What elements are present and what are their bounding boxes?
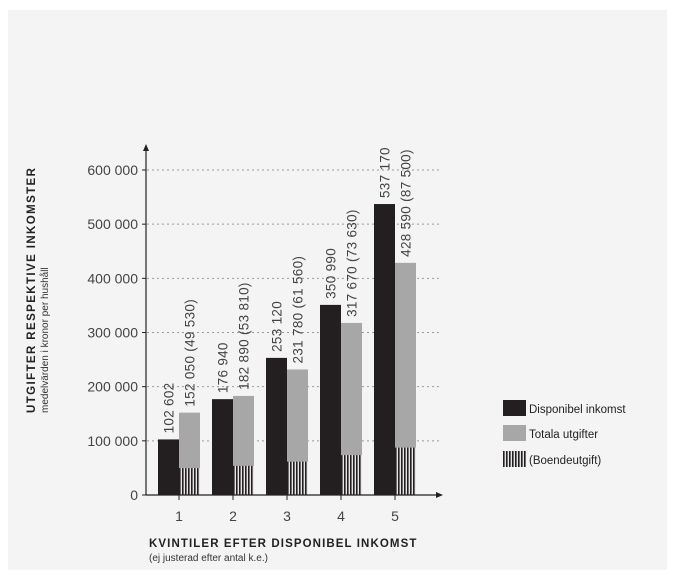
bar-chart: 0 100 000 200 000 300 000 400 000 500 000 600 … (26, 144, 626, 564)
bar-label-disponibel-inkomst: 102 602 (162, 383, 177, 434)
y-tick-label: 100 000 (87, 433, 138, 449)
bar-boendeutgift (395, 447, 416, 495)
bar-value-labels: 102 602 152 050 (49 530) 176 940 182 890 (5… (162, 147, 414, 433)
legend-swatch-boendeutgift (503, 451, 526, 467)
x-axis-title: KVINTILER EFTER DISPONIBEL INKOMST (149, 538, 417, 550)
bar-disponibel-inkomst (212, 399, 233, 495)
y-tick-label: 0 (130, 487, 138, 503)
y-tick-label: 300 000 (87, 325, 138, 341)
legend-swatch-totala-utgifter (503, 425, 526, 441)
bar-label-disponibel-inkomst: 176 940 (216, 342, 231, 393)
y-tick-label: 600 000 (87, 162, 138, 178)
x-tick-label: 3 (283, 508, 291, 524)
x-tick-label: 5 (391, 508, 399, 524)
bar-disponibel-inkomst (320, 304, 341, 495)
y-axis-title: UTGIFTER RESPEKTIVE INKOMSTER (26, 167, 38, 413)
bar-totala-utgifter (341, 322, 362, 495)
x-tick-label: 1 (175, 508, 183, 524)
bars (158, 204, 416, 496)
y-axis-arrow (143, 144, 149, 151)
bar-boendeutgift (179, 468, 200, 495)
bar-boendeutgift (341, 455, 362, 495)
bar-totala-utgifter (395, 262, 416, 495)
bar-label-totala-utgifter: 152 050 (49 530) (183, 299, 198, 407)
y-tick-label: 500 000 (87, 216, 138, 232)
x-axis-subtitle: (ej justerad efter antal k.e.) (149, 553, 268, 564)
chart-panel: 0 100 000 200 000 300 000 400 000 500 000 600 … (8, 10, 667, 570)
y-axis-subtitle: medelvärden i kronor per hushåll (39, 267, 51, 413)
bar-disponibel-inkomst (266, 357, 287, 495)
legend-label-totala-utgifter: Totala utgifter (529, 429, 598, 441)
x-tick-label: 2 (229, 508, 237, 524)
x-tick-label: 4 (337, 508, 345, 524)
legend-label-boendeutgift: (Boendeutgift) (529, 455, 601, 467)
bar-label-disponibel-inkomst: 537 170 (378, 147, 393, 198)
bar-label-totala-utgifter: 231 780 (61 560) (291, 256, 306, 364)
bar-boendeutgift (287, 461, 308, 495)
bar-label-totala-utgifter: 428 590 (87 500) (399, 149, 414, 257)
bar-disponibel-inkomst (158, 439, 179, 495)
y-tick-label: 200 000 (87, 379, 138, 395)
bar-label-totala-utgifter: 317 670 (73 630) (345, 209, 360, 317)
legend-swatch-disponibel-inkomst (503, 400, 526, 416)
tick-labels: 0 100 000 200 000 300 000 400 000 500 000 600 … (87, 162, 399, 524)
x-axis-arrow (436, 492, 443, 498)
axes (143, 144, 443, 498)
bar-disponibel-inkomst (374, 204, 395, 496)
bar-label-disponibel-inkomst: 350 990 (324, 248, 339, 299)
bar-boendeutgift (233, 465, 254, 495)
legend-label-disponibel-inkomst: Disponibel inkomst (529, 404, 626, 416)
bar-label-disponibel-inkomst: 253 120 (270, 301, 285, 352)
bar-label-totala-utgifter: 182 890 (53 810) (237, 282, 252, 390)
legend: Disponibel inkomst Totala utgifter (Boen… (503, 400, 626, 467)
y-tick-label: 400 000 (87, 270, 138, 286)
